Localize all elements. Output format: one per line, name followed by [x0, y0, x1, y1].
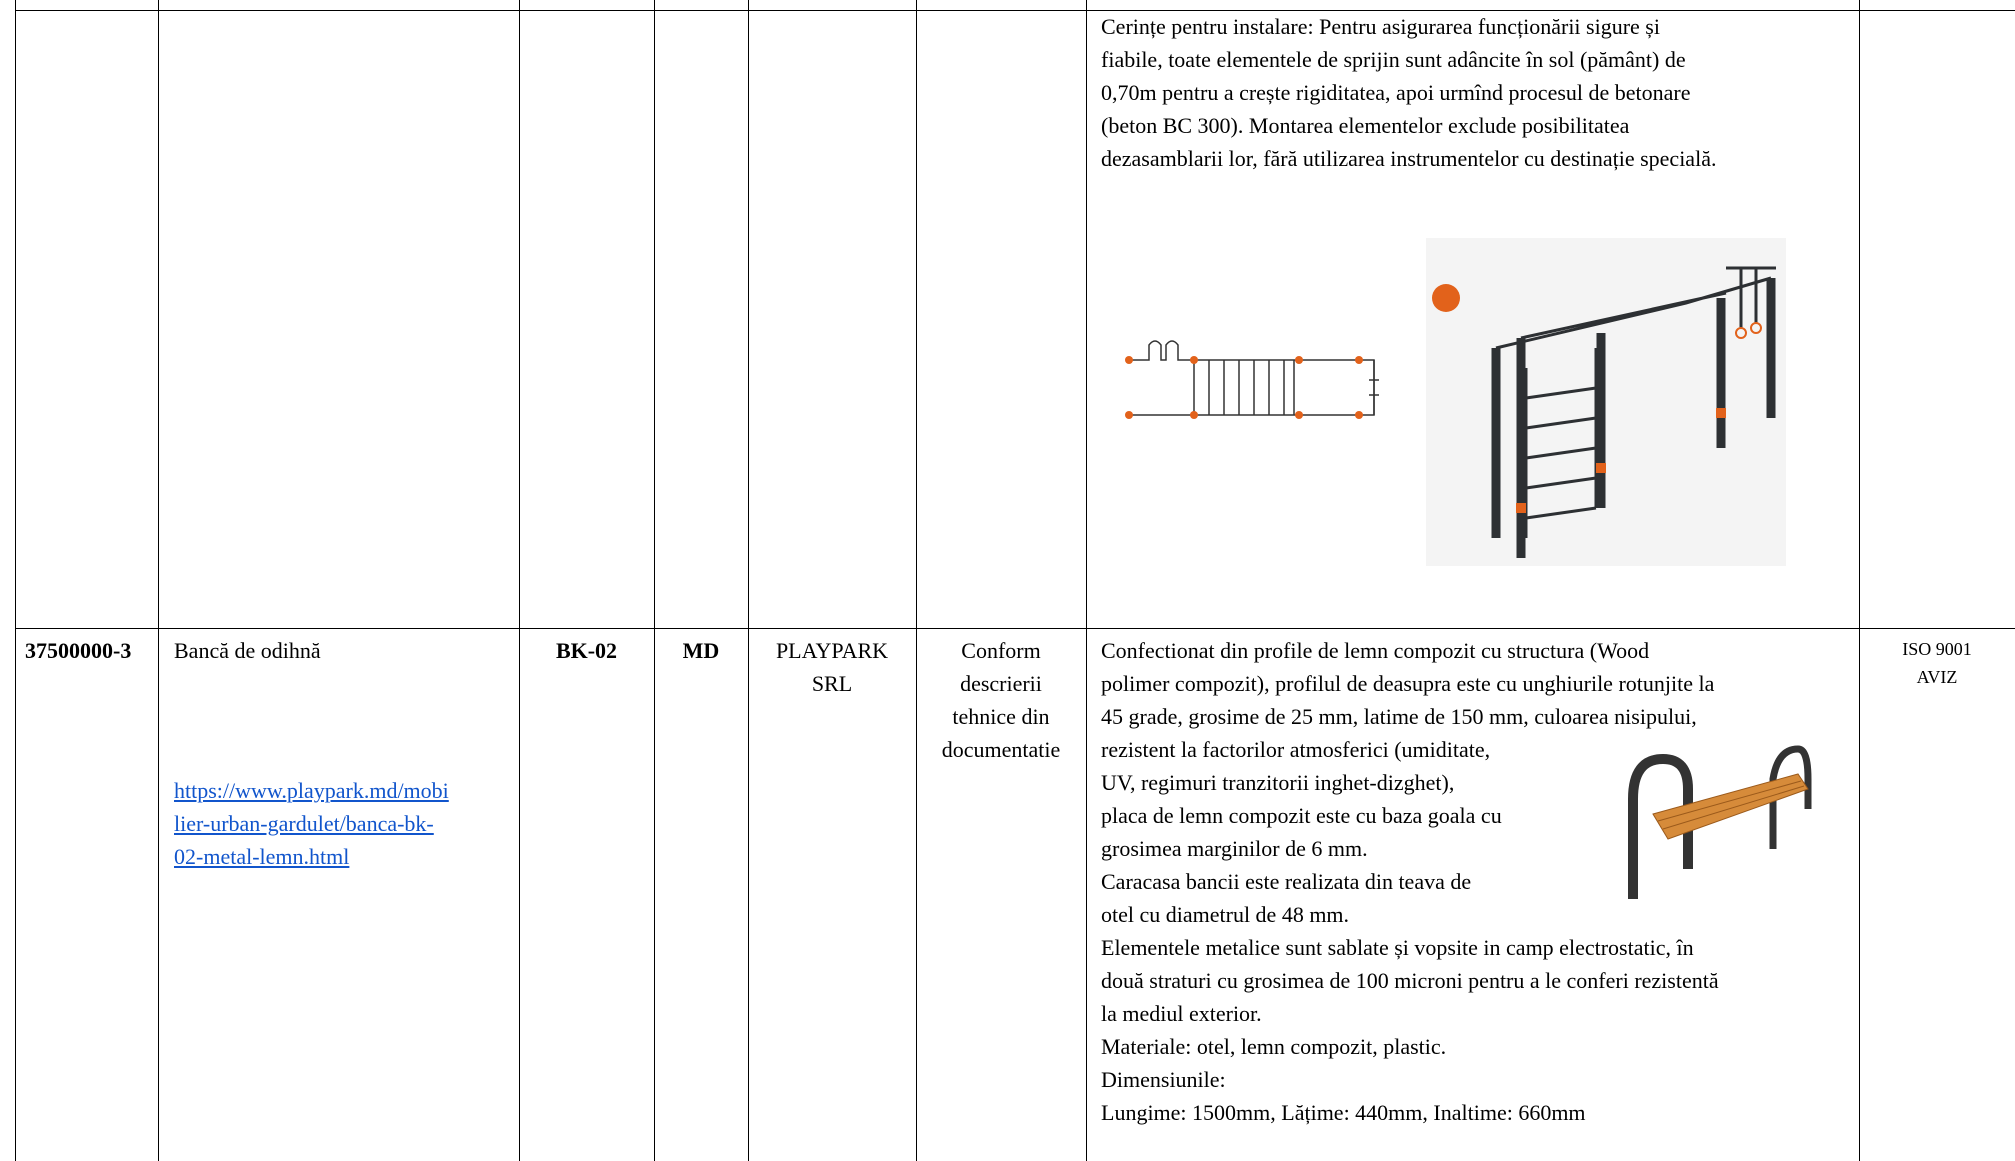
description-line: 0,70m pentru a crește rigiditatea, apoi … — [1101, 80, 1691, 105]
conformity: descrierii — [960, 671, 1042, 696]
description-line: Confectionat din profile de lemn compozi… — [1101, 638, 1650, 663]
product-name: Bancă de odihnă — [174, 638, 321, 663]
plan-drawing — [1125, 340, 1379, 419]
description-line: la mediul exterior. — [1101, 1001, 1262, 1026]
description-line: Dimensiunile: — [1101, 1067, 1226, 1092]
model: BK-02 — [555, 638, 618, 663]
description-line: 45 grade, grosime de 25 mm, latime de 15… — [1101, 704, 1697, 729]
border — [15, 0, 16, 1161]
border — [916, 0, 917, 1161]
description-line: Elementele metalice sunt sablate și vops… — [1101, 935, 1694, 960]
description-line: rezistent la factorilor atmosferici (umi… — [1101, 737, 1491, 762]
border — [1859, 0, 1860, 1161]
description-line: Materiale: otel, lemn compozit, plastic. — [1101, 1034, 1447, 1059]
conformity: documentatie — [941, 737, 1061, 762]
border — [158, 0, 159, 1161]
product-code: 37500000-3 — [25, 638, 132, 663]
product-link[interactable]: https://www.playpark.md/mobi — [174, 778, 449, 803]
border — [15, 628, 2015, 629]
description-line: dezasamblarii lor, fără utilizarea instr… — [1101, 146, 1717, 171]
description-line: Caracasa bancii este realizata din teava… — [1101, 869, 1472, 894]
playground-image — [1426, 238, 1786, 566]
description-line: fiabile, toate elementele de sprijin sun… — [1101, 47, 1686, 72]
description-line: placa de lemn compozit este cu baza goal… — [1101, 803, 1502, 828]
border — [654, 0, 655, 1161]
border — [1086, 0, 1087, 1161]
product-link[interactable]: 02-metal-lemn.html — [174, 844, 350, 869]
conformity: tehnice din — [952, 704, 1050, 729]
description-line: (beton BC 300). Montarea elementelor exc… — [1101, 113, 1630, 138]
description-line: UV, regimuri tranzitorii inghet-dizghet)… — [1101, 770, 1455, 795]
description-line: Lungime: 1500mm, Lățime: 440mm, Inaltime… — [1101, 1100, 1586, 1125]
supplier: PLAYPARK — [775, 638, 889, 663]
supplier: SRL — [811, 671, 853, 696]
certificate: AVIZ — [1916, 667, 1958, 687]
border — [748, 0, 749, 1161]
description-line: otel cu diametrul de 48 mm. — [1101, 902, 1350, 927]
description-line: polimer compozit), profilul de deasupra … — [1101, 671, 1715, 696]
bench-image — [1628, 745, 1812, 899]
certificate: ISO 9001 — [1902, 639, 1972, 659]
description-line: Cerințe pentru instalare: Pentru asigura… — [1101, 14, 1660, 39]
origin: MD — [682, 638, 720, 663]
border — [15, 10, 2015, 11]
conformity: Conform — [961, 638, 1041, 663]
border — [519, 0, 520, 1161]
product-link[interactable]: lier-urban-gardulet/banca-bk- — [174, 811, 434, 836]
description-line: două straturi cu grosimea de 100 microni… — [1101, 968, 1719, 993]
description-line: grosimea marginilor de 6 mm. — [1101, 836, 1368, 861]
